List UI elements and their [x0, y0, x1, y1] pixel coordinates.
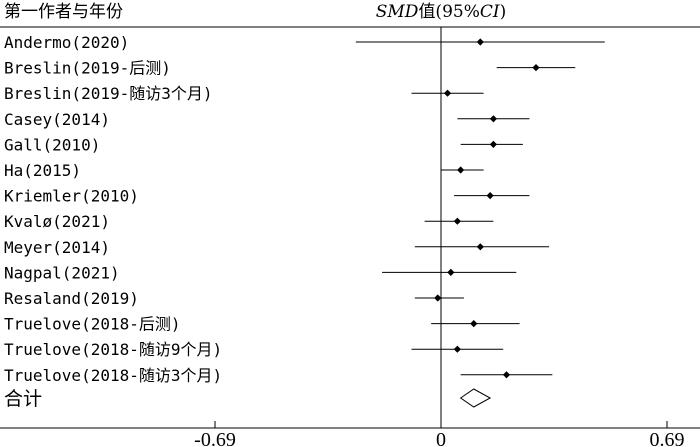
- study-row: Ha(2015): [4, 161, 484, 180]
- effect-column-header: SMD值(95%CI): [376, 2, 506, 22]
- study-label: Kriemler(2010): [4, 187, 139, 206]
- study-row: Gall(2010): [4, 135, 523, 154]
- study-row: Casey(2014): [4, 110, 530, 129]
- study-row: Meyer(2014): [4, 238, 550, 257]
- effect-header-ci: CI: [480, 2, 500, 22]
- effect-header-prefix: SMD: [376, 2, 419, 22]
- study-label: Nagpal(2021): [4, 263, 120, 282]
- study-label: Truelove(2018-后测): [4, 315, 181, 334]
- study-rows: Andermo(2020) Breslin(2019-后测) Breslin(201…: [4, 33, 605, 385]
- study-row: Nagpal(2021): [4, 263, 517, 282]
- total-label: 合计: [4, 388, 42, 410]
- study-row: Truelove(2018-随访3个月): [4, 366, 553, 385]
- point-estimate: [457, 166, 465, 174]
- point-estimate: [447, 268, 455, 276]
- total-row: 合计: [4, 388, 492, 410]
- study-label: Truelove(2018-随访3个月): [4, 366, 222, 385]
- study-label: Gall(2010): [4, 135, 100, 154]
- x-tick-label: 0.69: [650, 429, 685, 447]
- study-row: Truelove(2018-后测): [4, 315, 520, 334]
- study-row: Andermo(2020): [4, 33, 605, 52]
- study-label: Casey(2014): [4, 110, 110, 129]
- point-estimate: [489, 140, 498, 148]
- point-estimate: [453, 345, 461, 353]
- effect-header-mid: 值(95%: [418, 2, 479, 22]
- study-row: Truelove(2018-随访9个月): [4, 340, 504, 359]
- effect-header-suffix: ): [500, 2, 507, 22]
- study-row: Breslin(2019-后测): [4, 59, 576, 78]
- pooled-estimate-diamond: [459, 388, 492, 408]
- study-label: Andermo(2020): [4, 33, 129, 52]
- x-axis-ticks: -0.69 0 0.69: [194, 421, 685, 447]
- point-estimate: [489, 115, 498, 123]
- study-label: Ha(2015): [4, 161, 81, 180]
- point-estimate: [502, 371, 511, 379]
- study-row: Kriemler(2010): [4, 187, 530, 206]
- point-estimate: [470, 320, 478, 328]
- point-estimate: [486, 192, 494, 200]
- study-label: Breslin(2019-随访3个月): [4, 84, 213, 103]
- study-column-header: 第一作者与年份: [4, 2, 123, 22]
- x-tick-label: 0: [436, 429, 446, 447]
- study-label: Truelove(2018-随访9个月): [4, 340, 222, 359]
- study-label: Resaland(2019): [4, 289, 139, 308]
- point-estimate: [434, 294, 442, 302]
- point-estimate: [476, 243, 484, 251]
- study-row: Breslin(2019-随访3个月): [4, 84, 484, 103]
- x-tick-label: -0.69: [194, 429, 236, 447]
- point-estimate: [453, 217, 461, 225]
- study-row: Resaland(2019): [4, 289, 464, 308]
- study-label: Meyer(2014): [4, 238, 110, 257]
- point-estimate: [443, 89, 452, 97]
- study-label: Breslin(2019-后测): [4, 59, 171, 78]
- point-estimate: [532, 64, 540, 72]
- study-row: Kvalø(2021): [4, 212, 494, 231]
- point-estimate: [476, 38, 484, 46]
- study-label: Kvalø(2021): [4, 212, 110, 231]
